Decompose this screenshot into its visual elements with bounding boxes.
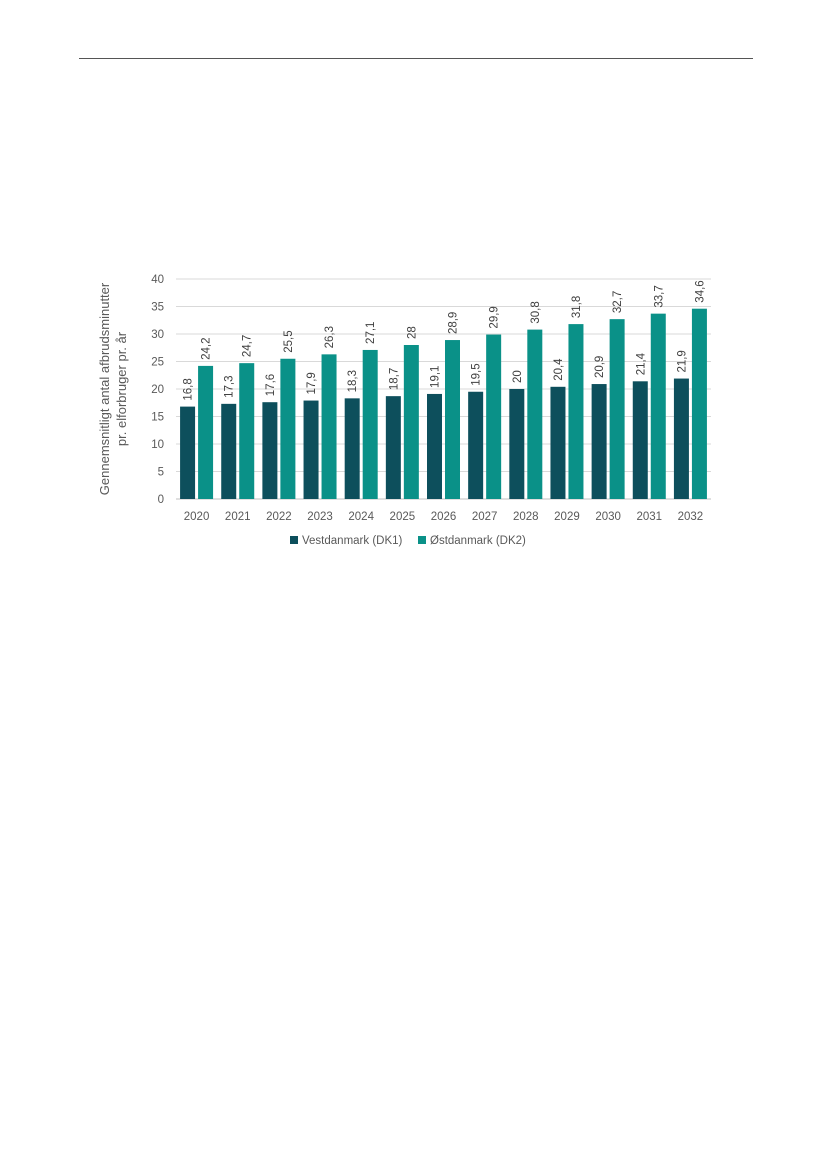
data-label: 30,8 bbox=[530, 301, 542, 323]
legend-label: Østdanmark (DK2) bbox=[430, 535, 526, 547]
legend-swatch bbox=[290, 536, 298, 544]
data-label: 19,1 bbox=[430, 366, 442, 388]
data-label: 17,6 bbox=[265, 374, 277, 396]
bar bbox=[344, 398, 360, 499]
bar bbox=[550, 386, 566, 499]
bar bbox=[303, 400, 319, 499]
x-tick-label: 2025 bbox=[390, 511, 416, 523]
x-tick-label: 2031 bbox=[636, 511, 662, 523]
x-tick-label: 2026 bbox=[431, 511, 457, 523]
data-label: 16,8 bbox=[183, 378, 195, 400]
data-label: 20,9 bbox=[594, 356, 606, 378]
bar bbox=[468, 391, 484, 499]
y-tick-label: 20 bbox=[151, 384, 164, 396]
x-tick-label: 2022 bbox=[266, 511, 292, 523]
bar bbox=[609, 319, 625, 499]
data-label: 28,9 bbox=[448, 312, 460, 334]
data-labels: 16,8 24,2 17,3 24,7 17,6 25,5 17,9 26,3 18,3 27,1… bbox=[183, 280, 707, 400]
data-label: 33,7 bbox=[653, 285, 665, 307]
gridlines bbox=[176, 278, 711, 500]
bar bbox=[221, 403, 237, 499]
data-label: 24,7 bbox=[242, 335, 254, 357]
data-label: 34,6 bbox=[694, 280, 706, 302]
data-label: 27,1 bbox=[365, 322, 377, 344]
y-axis-title: Gennemsnitligt antal afbrudsminutter pr.… bbox=[97, 282, 129, 495]
bar bbox=[527, 329, 543, 499]
data-label: 20,4 bbox=[553, 358, 565, 381]
x-tick-label: 2021 bbox=[225, 511, 251, 523]
y-tick-label: 10 bbox=[151, 439, 164, 451]
bar bbox=[385, 396, 401, 499]
data-label: 19,5 bbox=[471, 363, 483, 385]
data-label: 28 bbox=[406, 326, 418, 339]
bar bbox=[180, 406, 196, 499]
bar bbox=[591, 384, 607, 499]
x-tick-label: 2032 bbox=[678, 511, 704, 523]
x-tick-label: 2029 bbox=[554, 511, 580, 523]
bar bbox=[362, 349, 378, 499]
data-label: 31,8 bbox=[571, 296, 583, 318]
bar bbox=[691, 308, 707, 499]
x-tick-label: 2030 bbox=[595, 511, 621, 523]
data-label: 20 bbox=[512, 370, 524, 383]
x-tick-label: 2027 bbox=[472, 511, 498, 523]
data-label: 18,7 bbox=[388, 368, 400, 390]
bar bbox=[650, 313, 666, 499]
x-tick-label: 2028 bbox=[513, 511, 539, 523]
data-label: 21,9 bbox=[676, 350, 688, 372]
data-label: 26,3 bbox=[324, 326, 336, 348]
bar bbox=[321, 354, 337, 499]
data-label: 17,3 bbox=[224, 375, 236, 397]
data-label: 24,2 bbox=[201, 338, 213, 360]
bar bbox=[262, 402, 278, 499]
bar bbox=[280, 358, 296, 499]
y-axis-title-line1: Gennemsnitligt antal afbrudsminutter bbox=[97, 282, 112, 495]
bar bbox=[632, 381, 648, 499]
bar bbox=[198, 365, 214, 499]
bar bbox=[568, 324, 584, 499]
bar bbox=[509, 389, 525, 499]
bar bbox=[486, 334, 502, 499]
y-tick-label: 15 bbox=[151, 412, 164, 424]
y-axis-title-line2: pr. elforbruger pr. år bbox=[114, 331, 129, 446]
data-label: 18,3 bbox=[347, 370, 359, 392]
y-axis-ticks: 0 5 10 15 20 25 30 35 40 bbox=[151, 274, 164, 506]
bar bbox=[239, 363, 255, 499]
data-label: 29,9 bbox=[489, 306, 501, 328]
legend-swatch bbox=[418, 536, 426, 544]
x-axis-ticks: 2020 2021 2022 2023 2024 2025 2026 2027 2028 2029… bbox=[184, 511, 703, 523]
y-tick-label: 30 bbox=[151, 329, 164, 341]
legend-label: Vestdanmark (DK1) bbox=[302, 535, 403, 547]
bar bbox=[403, 345, 419, 499]
data-label: 21,4 bbox=[635, 352, 647, 375]
data-label: 17,9 bbox=[306, 372, 318, 394]
data-label: 25,5 bbox=[283, 330, 295, 352]
bar bbox=[445, 340, 460, 499]
bar bbox=[427, 393, 442, 499]
header-rule bbox=[79, 58, 753, 59]
data-label: 32,7 bbox=[612, 291, 624, 313]
bar bbox=[673, 378, 689, 499]
x-tick-label: 2024 bbox=[348, 511, 374, 523]
y-tick-label: 5 bbox=[158, 467, 164, 479]
y-tick-label: 40 bbox=[151, 274, 164, 286]
legend: Vestdanmark (DK1) Østdanmark (DK2) bbox=[290, 535, 526, 547]
bars bbox=[180, 308, 707, 499]
x-tick-label: 2020 bbox=[184, 511, 210, 523]
y-tick-label: 25 bbox=[151, 357, 164, 369]
y-tick-label: 0 bbox=[158, 494, 164, 506]
x-tick-label: 2023 bbox=[307, 511, 333, 523]
y-tick-label: 35 bbox=[151, 302, 164, 314]
